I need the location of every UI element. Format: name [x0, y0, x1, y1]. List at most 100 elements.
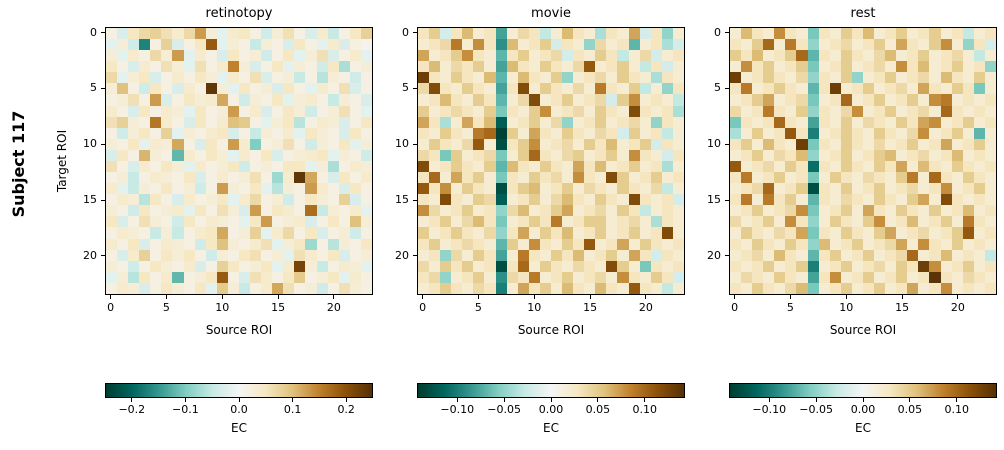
x-tick-label: 10 [527, 301, 542, 314]
heatmap-cell [528, 61, 540, 73]
heatmap-cell [338, 160, 350, 173]
heatmap-cell [940, 127, 952, 139]
heatmap-cell [774, 227, 786, 239]
heatmap-cell [763, 72, 775, 84]
heatmap-cell [205, 61, 217, 73]
heatmap-cell [829, 183, 841, 195]
heatmap-cell [829, 28, 841, 40]
heatmap-cell [584, 28, 596, 40]
heatmap-cell [172, 183, 184, 195]
heatmap-cell [774, 127, 786, 139]
heatmap-cell [462, 282, 474, 294]
heatmap-cell [539, 28, 551, 40]
heatmap-cell [316, 105, 328, 117]
heatmap-cell [506, 116, 518, 128]
heatmap-cell [462, 94, 474, 106]
heatmap-cell [550, 50, 563, 62]
heatmap-cell [451, 216, 463, 228]
heatmap-cell [862, 249, 875, 261]
heatmap-cell [349, 216, 361, 228]
heatmap-cell [462, 72, 474, 84]
heatmap-cell [250, 205, 262, 217]
heatmap-cell [940, 249, 952, 261]
heatmap-cell [139, 216, 151, 228]
heatmap-cell [896, 194, 908, 206]
heatmap-cell [874, 194, 886, 206]
heatmap-cell [216, 172, 228, 184]
heatmap-cell [451, 238, 463, 250]
heatmap-cell [250, 28, 262, 40]
heatmap-cell [973, 271, 985, 283]
heatmap-cell [418, 227, 430, 239]
heatmap-cell [172, 160, 184, 173]
heatmap-cell [338, 194, 350, 206]
heatmap-cell [929, 50, 941, 62]
heatmap-cell [539, 271, 551, 283]
heatmap-cell [305, 94, 317, 106]
heatmap-cell [473, 282, 485, 294]
heatmap-cell [227, 61, 239, 73]
heatmap-cell [349, 28, 361, 40]
heatmap-cell [562, 282, 574, 294]
heatmap-cell [763, 249, 775, 261]
heatmap-cell [874, 172, 886, 184]
heatmap-cell [962, 216, 974, 228]
heatmap-cell [150, 216, 162, 228]
heatmap-cell [940, 260, 952, 272]
heatmap-cell [462, 271, 474, 283]
heatmap-cell [639, 116, 651, 128]
heatmap-cell [139, 183, 151, 195]
heatmap-cell [517, 216, 529, 228]
heatmap-cell [349, 138, 361, 150]
heatmap-cell [672, 172, 684, 184]
heatmap-cell [672, 227, 684, 239]
heatmap-cell [984, 105, 996, 117]
heatmap-cell [962, 271, 974, 283]
heatmap-cell [150, 138, 162, 150]
heatmap-cell [639, 160, 651, 173]
heatmap-cell [650, 94, 662, 106]
heatmap-cell [528, 249, 540, 261]
heatmap-cell [595, 94, 607, 106]
heatmap-cell [550, 227, 563, 239]
heatmap-cell [639, 282, 651, 294]
heatmap-cell [730, 271, 742, 283]
heatmap-cell [227, 83, 239, 95]
heatmap-cell [550, 238, 563, 250]
heatmap-cell [862, 61, 875, 73]
heatmap-cell [227, 72, 239, 84]
heatmap-cell [272, 94, 284, 106]
heatmap-cell [672, 28, 684, 40]
heatmap-cell [418, 138, 430, 150]
heatmap-cell [962, 238, 974, 250]
heatmap-cell [418, 271, 430, 283]
heatmap-cell [918, 83, 930, 95]
heatmap-cell [628, 238, 640, 250]
heatmap-cell [818, 50, 830, 62]
heatmap-cell [440, 183, 452, 195]
heatmap-cell [741, 94, 753, 106]
heatmap-cell [907, 50, 919, 62]
heatmap-cell [294, 238, 306, 250]
heatmap-cell [885, 61, 897, 73]
heatmap-cell [495, 28, 507, 40]
heatmap-cell [360, 83, 372, 95]
heatmap-cell [973, 238, 985, 250]
heatmap-cell [584, 116, 596, 128]
heatmap-cell [829, 116, 841, 128]
heatmap-cell [139, 149, 151, 161]
heatmap-cell [238, 205, 251, 217]
heatmap-cell [517, 127, 529, 139]
heatmap-cell [951, 183, 963, 195]
heatmap-cell [951, 72, 963, 84]
y-tick-label: 5 [90, 81, 97, 95]
heatmap-cell [539, 94, 551, 106]
heatmap-cell [128, 83, 140, 95]
heatmap-cell [194, 260, 206, 272]
heatmap-cell [305, 227, 317, 239]
heatmap-cell [829, 172, 841, 184]
heatmap-cell [774, 61, 786, 73]
heatmap-cell [896, 138, 908, 150]
heatmap-cell [216, 28, 228, 40]
heatmap-cell [473, 227, 485, 239]
